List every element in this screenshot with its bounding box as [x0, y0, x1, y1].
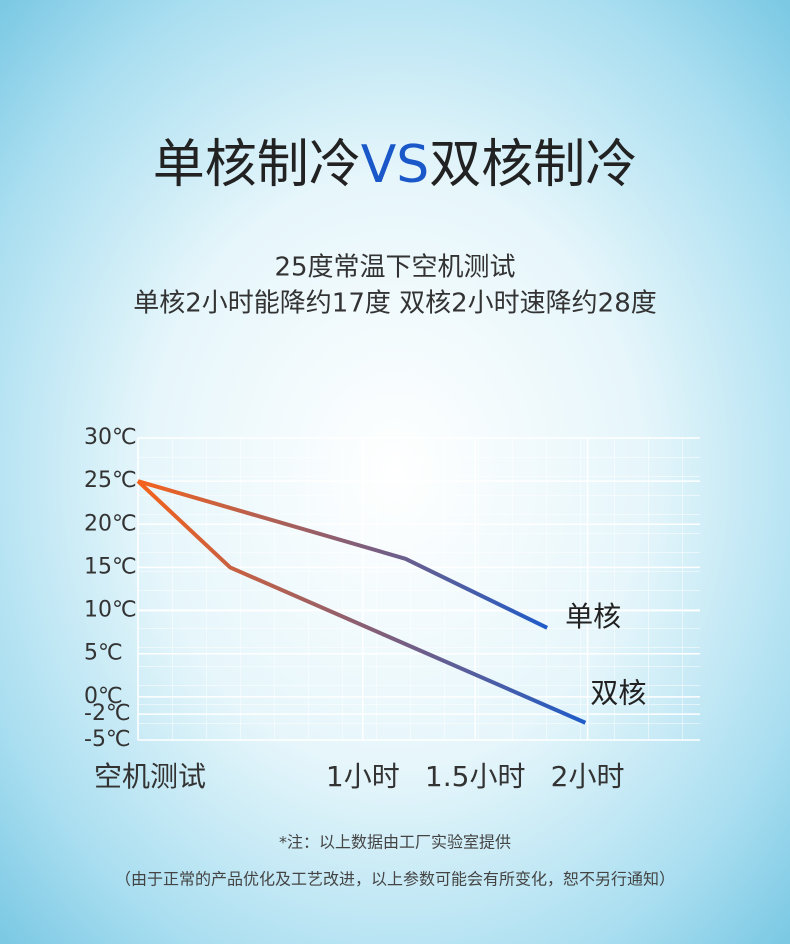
- y-tick-label: 20℃: [84, 511, 137, 536]
- y-tick-label: 15℃: [84, 554, 137, 579]
- subtitle: 25度常温下空机测试: [274, 253, 515, 283]
- series-label: 双核: [590, 677, 646, 710]
- series-line: [136, 479, 587, 725]
- y-tick-label: -2℃: [84, 701, 131, 726]
- y-tick-label: 25℃: [84, 468, 137, 493]
- grid-pattern: [138, 438, 700, 740]
- y-tick-label: -5℃: [84, 727, 131, 752]
- x-tick-label: 1小时: [326, 760, 400, 793]
- y-tick-label: 0℃: [84, 684, 123, 709]
- subtitle: 单核2小时能降约17度 双核2小时速降约28度: [133, 289, 657, 319]
- title-part: 单核制冷: [153, 135, 361, 195]
- x-tick-label: 1.5小时: [425, 760, 526, 793]
- chart-title: 单核制冷VS双核制冷: [153, 135, 638, 195]
- title-part: VS: [361, 135, 430, 195]
- series-line: [137, 479, 549, 630]
- series-label: 单核: [565, 600, 621, 633]
- x-tick-label: 2小时: [551, 760, 625, 793]
- y-tick-label: 5℃: [84, 641, 123, 666]
- y-tick-label: 10℃: [84, 598, 137, 623]
- note: *注：以上数据由工厂实验室提供: [279, 833, 511, 852]
- title-part: 双核制冷: [429, 135, 637, 195]
- note: （由于正常的产品优化及工艺改进，以上参数可能会有所变化，恕不另行通知）: [115, 870, 675, 889]
- y-tick-label: 30℃: [84, 425, 137, 450]
- x-tick-label: 空机测试: [94, 760, 206, 793]
